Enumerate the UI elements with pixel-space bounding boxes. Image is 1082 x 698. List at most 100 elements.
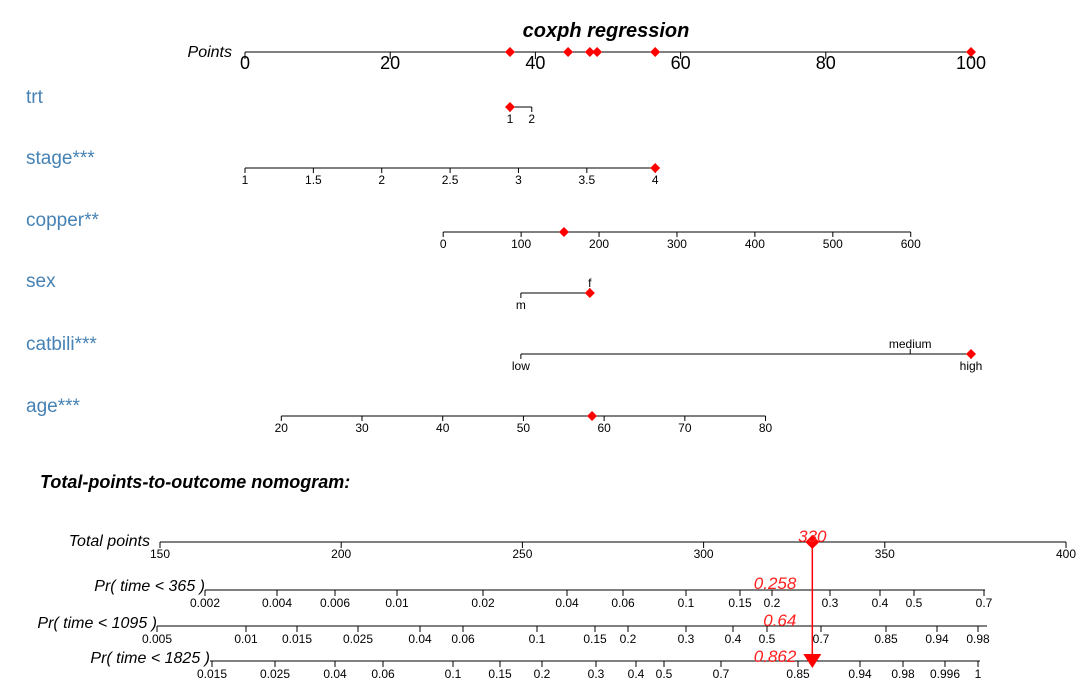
probability-tick-label: 0.04 (323, 667, 347, 681)
probability-tick-label: 1 (975, 667, 982, 681)
probability-tick-label: 0.04 (555, 596, 579, 610)
probability-tick-label: 0.2 (764, 596, 781, 610)
variable-tick-label: 2.5 (442, 173, 459, 187)
total-points-marker (805, 535, 820, 549)
variable-tick-label: 400 (745, 237, 765, 251)
variable-tick-label: 1 (242, 173, 249, 187)
chart-title: coxph regression (523, 20, 690, 42)
variable-tick-label: medium (889, 337, 932, 351)
probability-tick-label: 0.85 (874, 632, 898, 646)
variable-tick-label: m (516, 298, 526, 312)
probability-tick-label: 0.3 (588, 667, 605, 681)
total-points-tick-label: 350 (875, 547, 895, 561)
probability-tick-label: 0.3 (678, 632, 695, 646)
markers-group: 330 0.258 0.64 0.862 (504, 47, 976, 668)
points-axis-group: Points 0 20 40 60 80 100 (188, 44, 986, 73)
probability-tick-label: 0.01 (385, 596, 409, 610)
probability-value-label: 0.258 (754, 574, 797, 593)
variable-label: stage*** (26, 148, 95, 169)
variable-tick-label: f (588, 276, 592, 290)
probability-tick-label: 0.1 (678, 596, 695, 610)
probability-tick-label: 0.025 (343, 632, 373, 646)
total-points-value-label: 330 (798, 527, 827, 546)
probability-tick-label: 0.06 (451, 632, 475, 646)
points-tick-label: 0 (240, 53, 250, 73)
probability-axes-group: Pr( time < 365 )0.002 0.004 0.006 0.01 0.02 0… (37, 578, 992, 681)
points-marker (650, 47, 661, 57)
probability-tick-label: 0.004 (262, 596, 292, 610)
points-marker (584, 47, 595, 57)
probability-tick-label: 0.15 (488, 667, 512, 681)
variable-tick-label: 1.5 (305, 173, 322, 187)
variable-tick-label: 2 (528, 112, 535, 126)
variable-tick-label: 50 (517, 421, 531, 435)
probability-tick-label: 0.01 (234, 632, 258, 646)
probability-tick-label: 0.4 (872, 596, 889, 610)
probability-tick-label: 0.94 (925, 632, 949, 646)
points-tick-label: 100 (956, 53, 986, 73)
probability-tick-label: 0.85 (786, 667, 810, 681)
variable-tick-label: 100 (511, 237, 531, 251)
total-points-tick-label: 200 (331, 547, 351, 561)
variable-tick-label: 300 (667, 237, 687, 251)
points-tick-label: 80 (816, 53, 836, 73)
variable-label: trt (26, 87, 44, 108)
variable-marker (650, 163, 661, 173)
variable-tick-label: 600 (901, 237, 921, 251)
variable-tick-label: 40 (436, 421, 450, 435)
probability-tick-label: 0.996 (930, 667, 960, 681)
probability-tick-label: 0.7 (713, 667, 730, 681)
probability-tick-label: 0.98 (966, 632, 990, 646)
variable-tick-label: 200 (589, 237, 609, 251)
variable-tick-label: 30 (355, 421, 369, 435)
variable-marker (587, 411, 598, 421)
outcome-arrowhead (803, 654, 822, 668)
variable-tick-label: 70 (678, 421, 692, 435)
probability-tick-label: 0.025 (260, 667, 290, 681)
total-points-tick-label: 300 (694, 547, 714, 561)
variable-tick-label: high (960, 359, 983, 373)
points-marker (563, 47, 574, 57)
variable-tick-label: 20 (275, 421, 289, 435)
probability-tick-label: 0.5 (656, 667, 673, 681)
points-tick-label: 20 (380, 53, 400, 73)
probability-axis-title: Pr( time < 1825 ) (90, 650, 210, 667)
probability-tick-label: 0.15 (583, 632, 607, 646)
variable-marker (584, 288, 595, 298)
total-points-tick-label: 250 (512, 547, 532, 561)
variable-tick-label: 500 (823, 237, 843, 251)
outcome-title: Total-points-to-outcome nomogram: (40, 472, 350, 492)
variable-tick-label: 60 (597, 421, 611, 435)
variable-tick-label: low (512, 359, 530, 373)
variable-marker (558, 227, 569, 237)
probability-tick-label: 0.005 (142, 632, 172, 646)
probability-tick-label: 0.5 (759, 632, 776, 646)
probability-tick-label: 0.94 (848, 667, 872, 681)
points-marker (592, 47, 603, 57)
probability-tick-label: 0.1 (529, 632, 546, 646)
total-points-title: Total points (69, 533, 150, 550)
points-tick-label: 60 (671, 53, 691, 73)
probability-tick-label: 0.015 (282, 632, 312, 646)
points-marker (504, 47, 515, 57)
variable-label: age*** (26, 396, 80, 417)
probability-tick-label: 0.06 (611, 596, 635, 610)
variable-marker (504, 102, 515, 112)
variable-tick-label: 3.5 (578, 173, 595, 187)
probability-tick-label: 0.2 (534, 667, 551, 681)
probability-tick-label: 0.06 (371, 667, 395, 681)
variable-tick-label: 3 (515, 173, 522, 187)
variable-tick-label: 0 (440, 237, 447, 251)
variable-marker (966, 349, 976, 359)
probability-tick-label: 0.04 (408, 632, 432, 646)
probability-tick-label: 0.006 (320, 596, 350, 610)
variable-label: copper** (26, 210, 99, 231)
variable-tick-label: 80 (759, 421, 773, 435)
probability-tick-label: 0.2 (620, 632, 637, 646)
total-points-tick-label: 400 (1056, 547, 1076, 561)
variable-label: catbili*** (26, 334, 97, 355)
probability-tick-label: 0.15 (728, 596, 752, 610)
probability-tick-label: 0.02 (471, 596, 495, 610)
